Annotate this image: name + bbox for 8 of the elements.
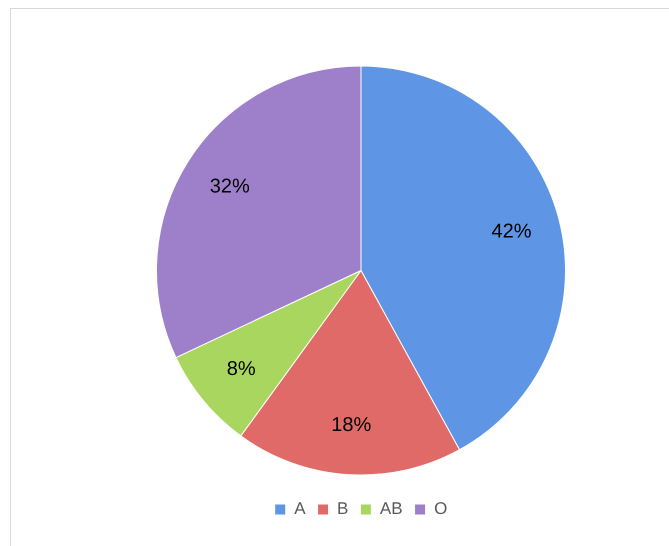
legend-label: O — [434, 499, 448, 518]
legend-label: A — [294, 499, 306, 518]
legend-label: B — [337, 499, 348, 518]
data-label: 8% — [226, 358, 256, 380]
legend-label: AB — [380, 499, 403, 518]
data-label: 42% — [492, 220, 532, 242]
data-label: 18% — [331, 414, 372, 436]
data-label: 32% — [210, 176, 250, 198]
